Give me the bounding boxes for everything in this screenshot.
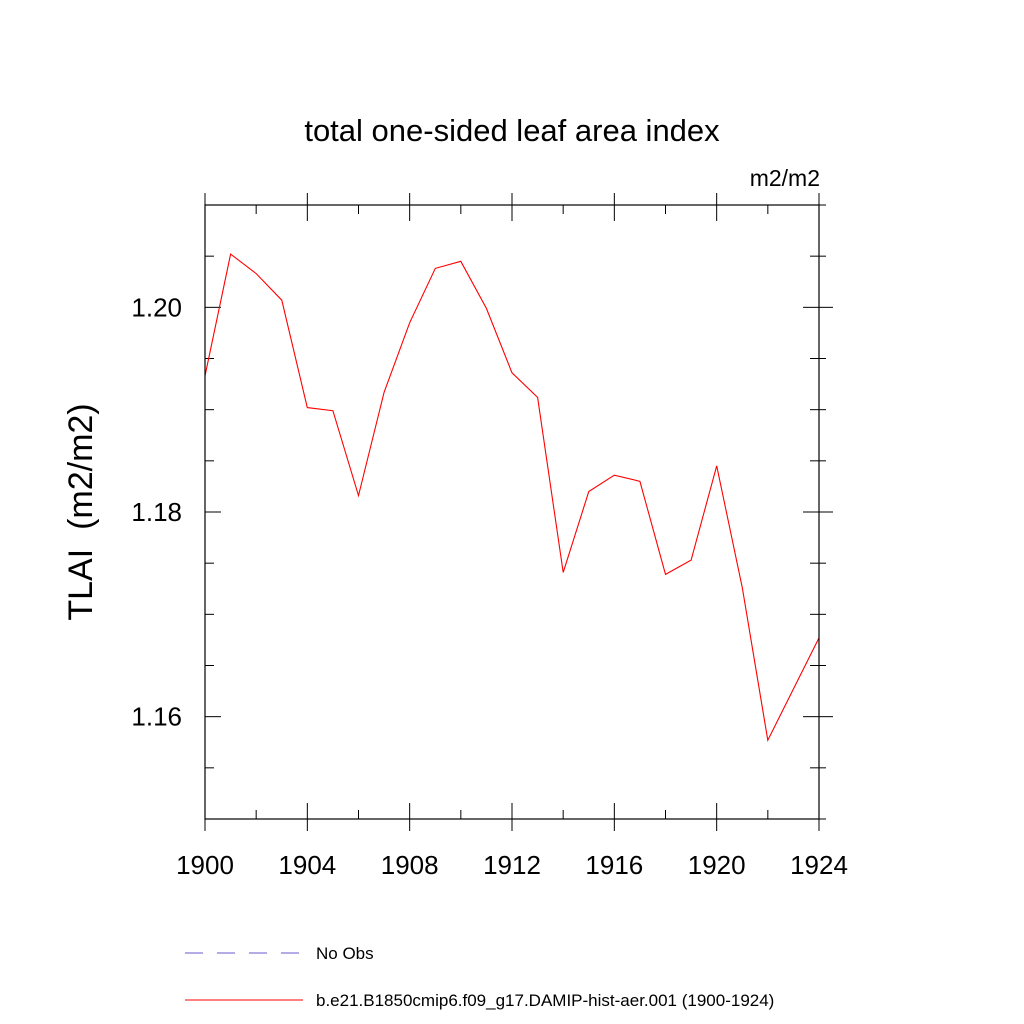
x-axis-ticks: 1900 1904 1908 1912 1916 1920 1924 [176,193,848,880]
y-tick-label: 1.20 [131,292,182,322]
y-axis-ticks: 1.16 1.18 1.20 [131,204,833,820]
chart-title: total one-sided leaf area index [304,113,720,148]
legend-label-no-obs: No Obs [316,944,374,963]
x-tick-label: 1900 [176,850,234,880]
series-line [204,253,820,742]
y-axis-label: TLAI (m2/m2) [62,403,100,620]
y-tick-label: 1.16 [131,702,182,732]
legend: No Obs b.e21.B1850cmip6.f09_g17.DAMIP-hi… [185,944,774,1010]
series-layer [204,253,820,742]
x-tick-label: 1916 [585,850,643,880]
x-tick-label: 1920 [688,850,746,880]
x-tick-label: 1912 [483,850,541,880]
y-tick-label: 1.18 [131,497,182,527]
x-tick-label: 1908 [381,850,439,880]
legend-label-series: b.e21.B1850cmip6.f09_g17.DAMIP-hist-aer.… [316,991,774,1010]
units-label: m2/m2 [750,165,820,191]
x-tick-label: 1904 [278,850,336,880]
x-tick-label: 1924 [790,850,848,880]
plot-frame [204,204,820,820]
